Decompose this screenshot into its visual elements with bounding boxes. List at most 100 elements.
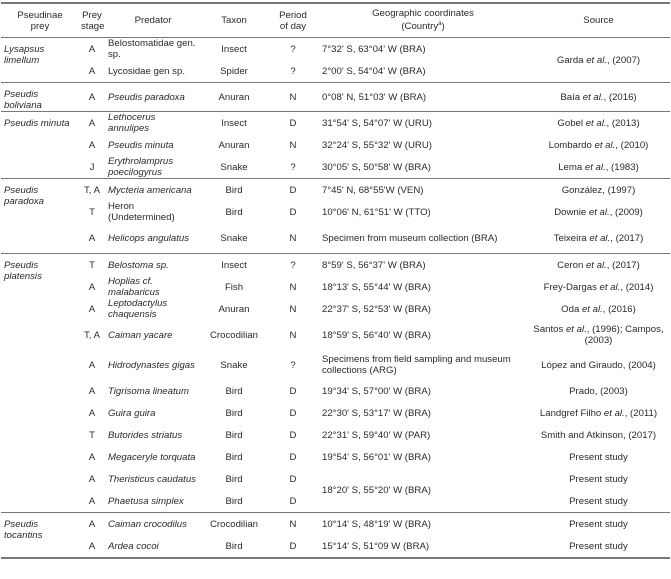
header-taxon: Taxon: [221, 15, 247, 26]
source-author: Present study: [569, 473, 628, 485]
source-author: Oda: [561, 303, 582, 315]
predator: Leptodactylus chaquensis: [108, 298, 168, 320]
source-author: Present study: [569, 540, 628, 552]
coordinates: 22°30' S, 53°17' W (BRA): [322, 407, 431, 419]
source-author: Teixeira: [553, 232, 590, 244]
prey-group: Pseudis minuta A Lethocerus annulipes Insec…: [1, 112, 670, 179]
prey-stage: A: [88, 117, 96, 129]
table-row: Pseudis boliviana A Pseudis paradoxa Anuran…: [1, 83, 670, 112]
taxon: Bird: [225, 451, 243, 463]
predation-table: Pseudinae prey Prey stage Predator Taxon P…: [1, 2, 670, 559]
prey-species: Pseudis tocantins: [4, 519, 43, 541]
taxon: Bird: [225, 407, 243, 419]
period-of-day: ?: [290, 43, 296, 55]
predator: Helicops angulatus: [108, 232, 190, 244]
period-of-day: N: [289, 303, 297, 315]
period-of-day: ?: [290, 161, 296, 173]
table-row: J Erythrolamprus poecilogyrus Snake? 30°05'…: [1, 156, 670, 179]
source-author: Frey-Dargas: [543, 281, 600, 293]
source-etal: et al.: [565, 324, 587, 335]
prey-stage: A: [88, 303, 96, 315]
taxon: Anuran: [218, 139, 250, 151]
predator: Mycteria americana: [108, 184, 192, 196]
source: Ceron et al., (2017): [527, 254, 670, 277]
source: Prado, (2003): [527, 380, 670, 402]
source-etal: et al.: [603, 407, 625, 419]
period-of-day: N: [289, 518, 297, 530]
source: Frey-Dargas et al., (2014): [527, 276, 670, 298]
prey-stage: T: [89, 206, 95, 218]
header-stage: Prey stage: [81, 9, 105, 32]
prey-stage: A: [88, 91, 96, 103]
prey-stage: A: [88, 43, 96, 55]
coordinates: 18°13' S, 55°44' W (BRA): [322, 281, 431, 293]
predator: Guira guira: [108, 407, 156, 419]
source-etal: et al.: [584, 161, 606, 173]
source-etal: et al.: [582, 91, 604, 103]
source-etal: et al.: [589, 232, 611, 244]
prey-species: Pseudis boliviana: [4, 89, 42, 111]
source-etal: et al.: [594, 139, 616, 151]
taxon: Anuran: [218, 91, 250, 103]
period-of-day: D: [289, 407, 297, 419]
coordinates: 22°37' S, 52°53' W (BRA): [322, 303, 431, 315]
period-of-day: N: [289, 281, 297, 293]
period-of-day: N: [289, 329, 297, 341]
coordinates: 32°24' S, 55°32' W (URU): [322, 139, 432, 151]
table-row: Pseudis tocantins A Caiman crocodilus Croco…: [1, 513, 670, 541]
source-year: , (2017): [610, 232, 644, 244]
prey-stage: T: [89, 259, 95, 271]
source: López and Giraudo, (2004): [527, 350, 670, 380]
table-row: T, A Caiman yacare Crocodilian N 18°59' S, 5…: [1, 320, 670, 350]
prey-stage: A: [88, 65, 96, 77]
period-of-day: D: [289, 495, 297, 507]
prey-species: Pseudis platensis: [4, 260, 42, 282]
taxon: Bird: [225, 495, 243, 507]
source-year: , (1996); Campos, (2003): [584, 324, 664, 346]
coordinates: 30°05' S, 50°58' W (BRA): [322, 161, 431, 173]
prey-stage: A: [88, 407, 96, 419]
coordinates: 15°14' S, 51°09 W (BRA): [322, 540, 430, 552]
predator: Tigrisoma lineatum: [108, 385, 189, 397]
source-author: Present study: [569, 451, 628, 463]
prey-stage: T, A: [84, 329, 100, 341]
source-author: González, (1997): [561, 184, 636, 196]
predator: Theristicus caudatus: [108, 473, 196, 485]
taxon: Insect: [221, 259, 247, 271]
taxon: Bird: [225, 184, 243, 196]
header-prey: Pseudinae prey: [17, 9, 63, 32]
table-row: A Guira guira Bird D 22°30' S, 53°17' W (BRA…: [1, 402, 670, 424]
prey-group: Pseudis boliviana A Pseudis paradoxa Anuran…: [1, 83, 670, 112]
source: Present study: [527, 490, 670, 513]
header-predator: Predator: [134, 15, 172, 26]
source-year: , (2016): [603, 91, 637, 103]
coordinates: 22°31' S, 59°40' W (PAR): [322, 429, 431, 441]
coordinates: 7°45' N, 68°55'W (VEN): [322, 184, 424, 196]
taxon: Bird: [225, 429, 243, 441]
prey-stage: T: [89, 429, 95, 441]
period-of-day: N: [289, 139, 297, 151]
prey-stage: T, A: [84, 184, 100, 196]
table-row: Pseudis platensis T Belostoma sp. Insect? 8°…: [1, 254, 670, 283]
coordinates: 7°32' S, 63°04' W (BRA): [322, 43, 426, 55]
period-of-day: D: [289, 117, 297, 129]
period-of-day: D: [289, 184, 297, 196]
source-etal: et al.: [599, 281, 621, 293]
taxon: Bird: [225, 206, 243, 218]
table-row: A Hoplias cf. malabaricus Fish N 18°13' S, 5…: [1, 276, 670, 298]
coordinates: 18°20' S, 55°20' W (BRA): [322, 484, 431, 496]
predator: Megaceryle torquata: [108, 451, 196, 463]
coordinates: 2°00' S, 54°04' W (BRA): [322, 65, 426, 77]
prey-stage: A: [88, 540, 96, 552]
source-year: , (2009): [609, 206, 643, 218]
source: Smith and Atkinson, (2017): [527, 424, 670, 446]
prey-stage: A: [88, 281, 96, 293]
source: Teixeira et al., (2017): [527, 223, 670, 254]
source-year: , (1983): [605, 161, 639, 173]
coordinates: 0°08' N, 51°03' W (BRA): [322, 91, 427, 103]
taxon: Snake: [220, 359, 248, 371]
coordinates: 8°59' S, 56°37' W (BRA): [322, 259, 426, 271]
prey-species: Pseudis minuta: [4, 118, 70, 129]
table-row: T Butorides striatus Bird D 22°31' S, 59°40'…: [1, 424, 670, 446]
predator: Belostomatidae gen. sp.: [108, 38, 196, 60]
